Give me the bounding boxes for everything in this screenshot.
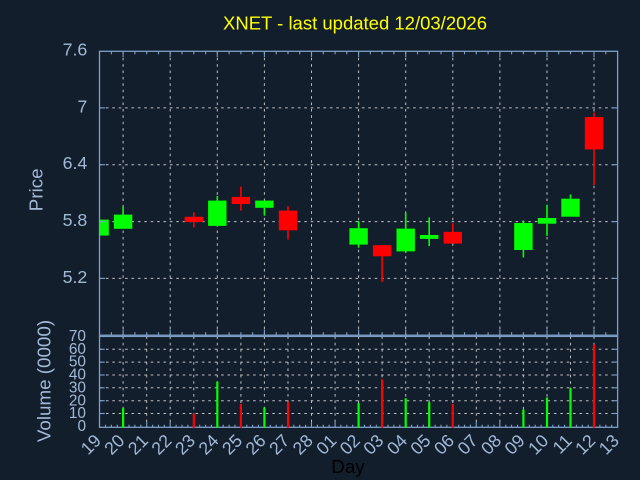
svg-text:Day: Day <box>331 456 365 477</box>
svg-text:40: 40 <box>69 367 86 384</box>
svg-text:30: 30 <box>69 379 86 396</box>
svg-text:50: 50 <box>69 354 86 371</box>
svg-text:Volume (0000): Volume (0000) <box>33 320 54 442</box>
svg-text:60: 60 <box>69 341 86 358</box>
svg-text:70: 70 <box>69 328 86 345</box>
svg-text:20: 20 <box>69 392 86 409</box>
svg-text:5.2: 5.2 <box>63 267 88 287</box>
svg-text:10: 10 <box>69 405 86 422</box>
svg-text:Price: Price <box>26 168 47 211</box>
svg-text:0: 0 <box>77 418 86 435</box>
svg-text:XNET - last updated 12/03/2026: XNET - last updated 12/03/2026 <box>223 13 487 34</box>
svg-text:7: 7 <box>77 96 87 116</box>
svg-text:7.6: 7.6 <box>63 40 88 60</box>
svg-text:5.8: 5.8 <box>63 210 88 230</box>
svg-text:6.4: 6.4 <box>63 153 88 173</box>
